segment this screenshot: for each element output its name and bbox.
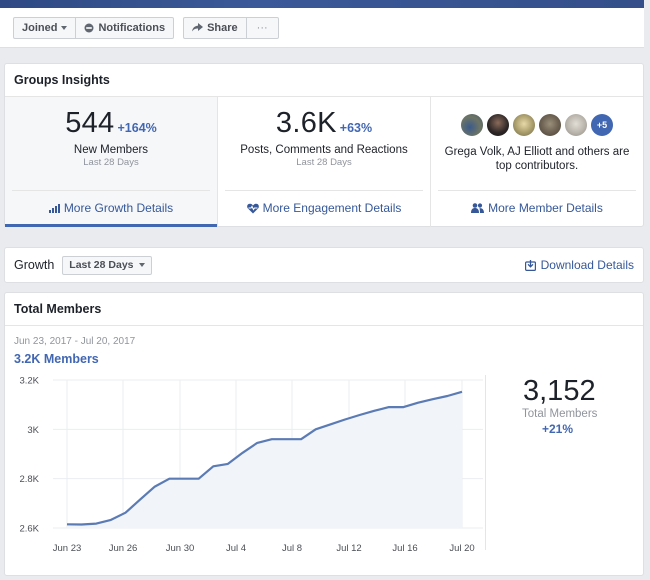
cover-photo-strip [0, 0, 644, 8]
y-axis-ticks: 2.6K 2.8K 3K 3.2K [19, 376, 39, 535]
engagement-value: 3.6K [275, 107, 337, 139]
total-members-title: Total Members [5, 293, 643, 326]
top-contributors-panel[interactable]: +5 Grega Volk, AJ Elliott and others are… [431, 97, 643, 227]
y-tick-label: 2.8K [19, 474, 39, 485]
chart-members-summary: 3.2K Members [14, 352, 99, 366]
chart-area-fill [67, 391, 462, 528]
heart-pulse-icon [246, 203, 259, 213]
share-button-group: Share ··· [183, 16, 279, 39]
date-range-dropdown[interactable]: Last 28 Days [62, 255, 152, 275]
y-tick-label: 2.6K [19, 524, 39, 535]
date-range-value: Last 28 Days [69, 259, 134, 271]
engagement-label: Posts, Comments and Reactions [240, 144, 408, 156]
divider [225, 190, 423, 191]
notifications-button[interactable]: Notifications [76, 16, 175, 39]
avatar[interactable] [487, 114, 509, 136]
engagement-period: Last 28 Days [296, 157, 352, 168]
x-tick-label: Jun 23 [53, 543, 82, 554]
x-tick-label: Jul 8 [282, 543, 302, 554]
x-tick-label: Jun 26 [109, 543, 138, 554]
share-arrow-icon [192, 23, 204, 32]
total-members-card: Total Members Jun 23, 2017 - Jul 20, 201… [4, 292, 644, 576]
growth-toolbar: Growth Last 28 Days Download Details [4, 247, 644, 283]
share-label: Share [207, 21, 238, 34]
download-icon [524, 259, 536, 271]
more-engagement-details-link[interactable]: More Engagement Details [218, 201, 430, 215]
x-axis-ticks: Jun 23 Jun 26 Jun 30 Jul 4 Jul 8 Jul 12 Jul 16… [53, 543, 475, 554]
more-contributors-badge[interactable]: +5 [591, 114, 613, 136]
engagement-change: +63% [339, 121, 373, 135]
y-tick-label: 3.2K [19, 376, 39, 387]
notifications-label: Notifications [98, 21, 166, 34]
insights-title: Groups Insights [5, 64, 643, 97]
total-members-value: 3,152 [523, 375, 596, 407]
more-growth-details-link[interactable]: More Growth Details [5, 201, 217, 215]
total-members-change: +21% [542, 422, 574, 436]
total-members-stat-label: Total Members [522, 408, 598, 420]
top-contributors-text: Grega Volk, AJ Elliott and others are to… [444, 146, 630, 172]
joined-label: Joined [22, 21, 58, 34]
joined-button[interactable]: Joined [13, 16, 77, 39]
people-icon [471, 203, 485, 213]
chevron-down-icon [138, 263, 145, 267]
bar-chart-icon [48, 203, 60, 213]
more-engagement-details-label: More Engagement Details [262, 201, 402, 215]
new-members-period: Last 28 Days [83, 157, 139, 168]
new-members-label: New Members [73, 144, 149, 156]
x-tick-label: Jul 12 [336, 543, 361, 554]
avatar[interactable] [513, 114, 535, 136]
engagement-panel[interactable]: 3.6K +63% Posts, Comments and Reactions … [218, 97, 431, 227]
chevron-down-icon [61, 25, 68, 30]
divider [438, 190, 636, 191]
contributor-avatars: +5 [431, 114, 643, 136]
more-growth-details-label: More Growth Details [63, 201, 174, 215]
x-tick-label: Jul 20 [449, 543, 474, 554]
x-tick-label: Jul 16 [392, 543, 417, 554]
more-options-button[interactable]: ··· [246, 16, 279, 39]
share-button[interactable]: Share [183, 16, 247, 39]
avatar[interactable] [461, 114, 483, 136]
notifications-off-icon [84, 23, 94, 32]
group-action-bar: Joined Notifications Share ··· [0, 8, 644, 48]
new-members-change: +164% [117, 121, 157, 135]
x-tick-label: Jul 4 [226, 543, 246, 554]
avatar[interactable] [539, 114, 561, 136]
more-dots-icon: ··· [256, 21, 268, 34]
avatar[interactable] [565, 114, 587, 136]
x-tick-label: Jun 30 [166, 543, 195, 554]
new-members-value: 544 [65, 107, 115, 139]
membership-button-group: Joined Notifications [13, 16, 175, 39]
groups-insights-card: Groups Insights 544 +164% New Members La… [4, 63, 644, 227]
more-member-details-label: More Member Details [488, 201, 603, 215]
new-members-panel[interactable]: 544 +164% New Members Last 28 Days More … [5, 97, 218, 227]
y-tick-label: 3K [27, 425, 39, 436]
chart-date-range: Jun 23, 2017 - Jul 20, 2017 [14, 336, 136, 347]
growth-label: Growth [14, 258, 55, 272]
divider [12, 190, 210, 191]
download-details-button[interactable]: Download Details [524, 258, 634, 272]
download-details-label: Download Details [540, 258, 634, 272]
chart-line [66, 390, 463, 526]
more-member-details-link[interactable]: More Member Details [431, 201, 643, 215]
total-members-stat: 3,152 Total Members +21% [485, 375, 640, 550]
